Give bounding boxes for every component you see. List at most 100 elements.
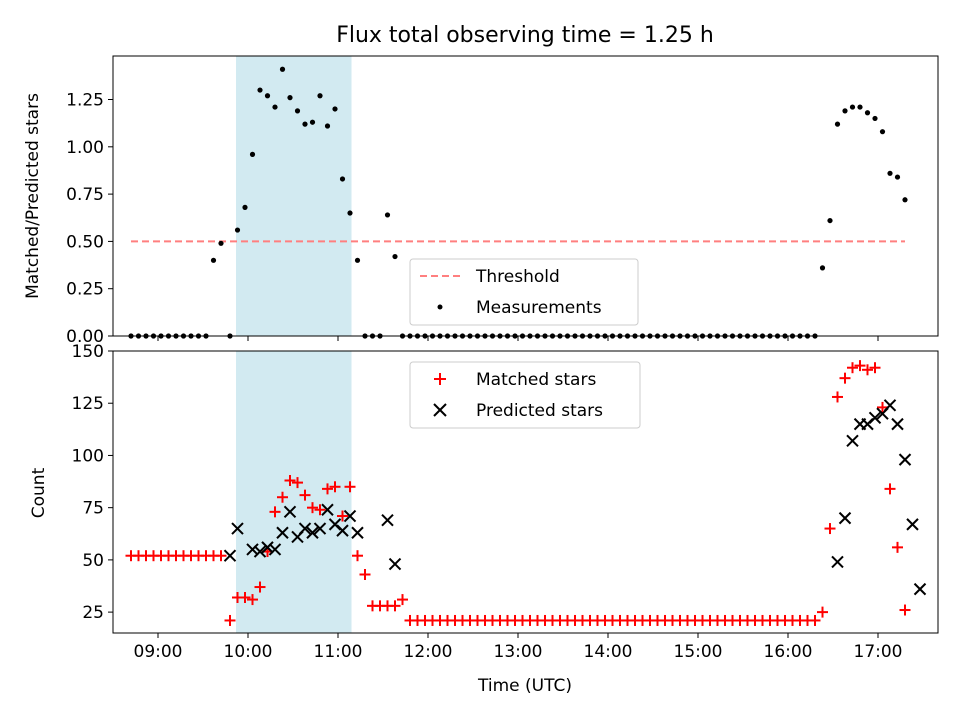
predicted-star-point [913, 582, 927, 596]
legend-measurements-swatch [437, 304, 443, 310]
bottom-ytick-label: 25 [82, 603, 104, 623]
top-highlight-band [236, 56, 352, 336]
predicted-star-point [838, 511, 852, 525]
top-ytick-label: 0.00 [66, 327, 104, 347]
bottom-ytick-label: 125 [72, 394, 104, 414]
matched-star-point [899, 604, 911, 616]
bottom-legend: Matched stars Predicted stars [409, 361, 641, 429]
predicted-star-point [846, 434, 859, 448]
top-ylabel: Matched/Predicted stars [23, 93, 43, 299]
matched-star-point [817, 606, 828, 618]
top-ytick-label: 1.00 [66, 138, 104, 158]
matched-star-point [299, 489, 311, 501]
predicted-star-point [883, 399, 897, 412]
matched-star-point [862, 364, 873, 376]
predicted-star-point [336, 524, 349, 537]
matched-star-point [337, 510, 348, 522]
matched-star-point [307, 502, 318, 514]
predicted-star-point [351, 526, 364, 539]
xtick-label: 11:00 [314, 642, 363, 662]
matched-star-point [824, 523, 836, 535]
measurement-point [234, 227, 241, 233]
measurement-point [894, 174, 901, 180]
matched-star-point [254, 581, 266, 593]
matched-star-point [247, 594, 258, 606]
measurement-point [392, 253, 398, 260]
measurement-point [902, 197, 908, 203]
legend-predicted-swatch [433, 403, 447, 417]
legend-threshold-label: Threshold [475, 267, 560, 287]
chart-title: Flux total observing time = 1.25 h [336, 23, 714, 48]
top-panel: 0.00 0.25 0.50 0.75 1.00 1.25 Matched/Predict… [23, 55, 939, 347]
top-ytick-label: 0.25 [66, 280, 104, 300]
matched-star-point [329, 481, 341, 493]
predicted-star-point [831, 555, 844, 569]
top-ytick-label: 0.75 [66, 185, 104, 205]
bottom-ytick-label: 75 [82, 499, 104, 519]
x-axis-label: Time (UTC) [477, 676, 572, 696]
measurement-point [849, 104, 856, 110]
predicted-star-point [276, 526, 289, 539]
matched-star-point [284, 475, 296, 487]
xtick-label: 13:00 [494, 642, 543, 662]
matched-star-point [809, 614, 821, 626]
predicted-star-point [906, 518, 919, 531]
top-axes-frame [112, 55, 939, 337]
matched-star-point [854, 360, 866, 372]
predicted-star-point [898, 453, 912, 466]
predicted-star-point [268, 543, 282, 556]
matched-star-point [389, 600, 401, 612]
predicted-star-point [381, 513, 394, 527]
predicted-star-point [306, 526, 319, 539]
predicted-star-point [343, 509, 357, 523]
measurement-point [302, 121, 308, 127]
matched-star-point [269, 506, 281, 518]
top-legend: Threshold Measurements [409, 258, 639, 326]
measurement-point [332, 106, 338, 112]
legend-measurements-label: Measurements [476, 298, 602, 318]
measurement-point [264, 93, 271, 99]
measurement-point [857, 104, 863, 110]
xtick-label: 14:00 [584, 642, 633, 662]
measurement-point [887, 170, 893, 176]
measurement-point [242, 204, 248, 210]
predicted-star-point [283, 505, 297, 519]
bottom-ytick-label: 100 [72, 446, 104, 466]
measurement-point [819, 265, 826, 271]
xtick-label: 15:00 [674, 642, 723, 662]
xtick-label: 09:00 [134, 642, 183, 662]
legend-matched-swatch [434, 373, 446, 385]
predicted-star-point [246, 543, 259, 556]
xtick-label: 17:00 [854, 642, 903, 662]
xtick-label: 12:00 [404, 642, 453, 662]
measurement-point [249, 151, 256, 157]
measurement-point [272, 104, 278, 110]
matched-star-point [215, 550, 227, 562]
xtick-label: 16:00 [764, 642, 813, 662]
measurement-point [872, 115, 878, 122]
measurement-point [864, 110, 871, 116]
predicted-star-point [261, 541, 274, 554]
predicted-star-point [223, 549, 237, 562]
measurement-point [279, 66, 286, 72]
predicted-star-point [313, 522, 327, 535]
matched-star-point [352, 550, 363, 562]
predicted-star-point [388, 557, 402, 571]
bottom-axes-frame [112, 350, 939, 634]
matched-star-point [877, 401, 888, 413]
matched-star-point [344, 481, 356, 493]
top-legend-box [409, 258, 639, 326]
predicted-star-point [868, 411, 882, 425]
bottom-ytick-label: 150 [72, 342, 104, 362]
measurement-point [347, 210, 353, 216]
predicted-star-point [891, 417, 904, 431]
measurement-point [287, 95, 293, 101]
measurement-point [218, 240, 224, 246]
bottom-panel: 25 50 75 100 125 150 09:00 10:00 11:00 12:00 13:0… [29, 342, 939, 696]
matched-star-point [359, 569, 371, 581]
matched-star-point [869, 362, 881, 374]
measurement-point [339, 176, 346, 182]
measurement-point [384, 212, 391, 218]
matched-star-point [322, 483, 333, 495]
